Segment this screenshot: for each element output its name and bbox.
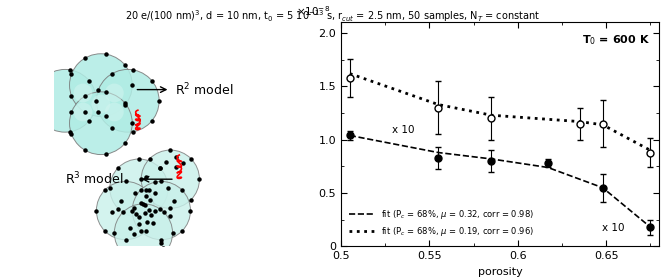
Circle shape: [73, 102, 93, 122]
Circle shape: [34, 69, 97, 132]
Circle shape: [97, 181, 155, 240]
Circle shape: [115, 204, 172, 262]
Text: x 10: x 10: [602, 223, 624, 233]
Circle shape: [97, 69, 159, 132]
Circle shape: [141, 150, 199, 208]
Text: R$^3$ model: R$^3$ model: [65, 171, 123, 188]
Circle shape: [110, 159, 168, 217]
Text: $\times 10^{-8}$: $\times 10^{-8}$: [296, 4, 330, 18]
Circle shape: [133, 181, 190, 240]
Circle shape: [69, 54, 133, 116]
Legend: fit (P$_c$ = 68%, $\mu$ = 0.32, corr = 0.98), fit (P$_c$ = 68%, $\mu$ = 0.19, co: fit (P$_c$ = 68%, $\mu$ = 0.32, corr = 0…: [345, 204, 538, 242]
X-axis label: porosity: porosity: [478, 267, 523, 277]
Text: x 10: x 10: [392, 125, 414, 135]
Text: T$_0$ = 600 K: T$_0$ = 600 K: [582, 34, 650, 47]
Circle shape: [73, 83, 93, 102]
Text: R$^2$ model: R$^2$ model: [174, 81, 233, 98]
Circle shape: [69, 92, 133, 155]
Circle shape: [91, 95, 111, 114]
Circle shape: [105, 102, 124, 122]
Text: 20 e/(100 nm)$^3$, d = 10 nm, t$_0$ = 5 10$^{-13}$ s, r$_{cut}$ = 2.5 nm, 50 sam: 20 e/(100 nm)$^3$, d = 10 nm, t$_0$ = 5 …: [125, 8, 541, 24]
Circle shape: [105, 83, 124, 102]
